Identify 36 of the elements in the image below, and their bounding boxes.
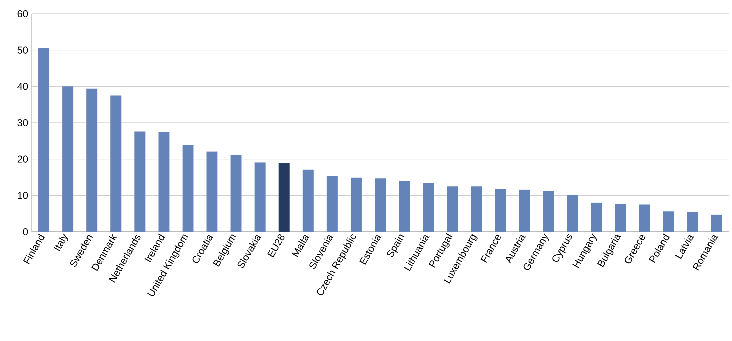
bar	[687, 212, 698, 232]
bar	[543, 191, 554, 232]
y-tick-label: 0	[23, 228, 28, 236]
bar	[158, 132, 170, 232]
bar	[639, 204, 650, 232]
bar	[447, 186, 458, 232]
bar	[302, 170, 314, 232]
y-tick-label: 50	[18, 46, 28, 54]
bar	[86, 88, 98, 232]
bar	[254, 162, 266, 232]
y-tick-label: 60	[18, 10, 28, 18]
bar	[38, 48, 50, 232]
y-tick-label: 10	[18, 192, 28, 200]
y-tick-label: 40	[18, 83, 28, 90]
bar	[663, 212, 674, 232]
bar	[591, 202, 602, 232]
bar	[399, 181, 410, 232]
bar	[615, 204, 626, 232]
y-tick-label: 20	[18, 156, 28, 163]
bar	[206, 152, 218, 232]
bar	[711, 214, 722, 232]
bar	[326, 176, 338, 232]
bar	[519, 190, 530, 232]
bar	[278, 162, 290, 232]
bar	[375, 178, 386, 232]
bar	[230, 155, 242, 232]
bar	[350, 178, 362, 232]
bar	[134, 132, 146, 232]
bar	[567, 195, 578, 232]
bar	[423, 183, 434, 232]
bar	[471, 186, 482, 232]
bar	[495, 189, 506, 232]
y-tick-label: 30	[18, 119, 28, 127]
bar	[110, 96, 122, 232]
bar	[182, 146, 194, 232]
bar	[62, 86, 74, 232]
